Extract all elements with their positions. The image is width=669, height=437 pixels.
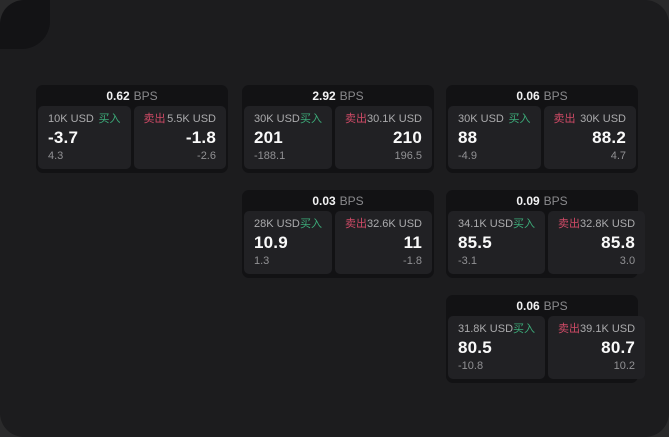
change-value: -1.8: [403, 255, 422, 267]
price-value: 88: [458, 128, 478, 147]
price-value: 88.2: [592, 128, 626, 147]
sell-tag: 卖出: [553, 113, 576, 125]
sell-panel[interactable]: 卖出 30K USD 88.2 4.7: [543, 106, 636, 169]
price-value: 80.5: [458, 338, 492, 357]
quote-card: 0.03 BPS 28K USD 买入 10.9 1.3 卖出 32.6K US…: [242, 190, 434, 278]
notional-label: 10K USD: [48, 113, 94, 125]
change-value: -3.1: [458, 255, 477, 267]
bps-value: 0.06: [516, 89, 540, 103]
change-value: 1.3: [254, 255, 270, 267]
sell-panel[interactable]: 卖出 32.6K USD 11 -1.8: [334, 211, 432, 274]
change-value: 4.3: [48, 150, 64, 162]
bps-unit-label: BPS: [543, 299, 568, 313]
buy-tag: 买入: [513, 218, 536, 230]
change-value: 4.7: [610, 150, 626, 162]
bps-unit-label: BPS: [543, 194, 568, 208]
change-value: -2.6: [197, 150, 216, 162]
price-value: 10.9: [254, 233, 288, 252]
notional-label: 30K USD: [580, 113, 626, 125]
bps-value: 2.92: [312, 89, 336, 103]
change-value: -4.9: [458, 150, 477, 162]
notional-label: 28K USD: [254, 218, 300, 230]
quote-card: 0.06 BPS 31.8K USD 买入 80.5 -10.8 卖出 39.1…: [446, 295, 646, 383]
bps-header: 0.06 BPS: [448, 87, 636, 106]
bps-header: 0.62 BPS: [38, 87, 226, 106]
price-value: -1.8: [185, 128, 216, 147]
sell-tag: 卖出: [558, 323, 581, 335]
notional-label: 30.1K USD: [366, 113, 422, 125]
sell-panel[interactable]: 卖出 32.8K USD 85.8 3.0: [548, 211, 646, 274]
quote-card: 0.09 BPS 34.1K USD 买入 85.5 -3.1 卖出 32.8K…: [446, 190, 646, 278]
change-value: 3.0: [619, 255, 636, 267]
sell-tag: 卖出: [344, 113, 367, 125]
bps-unit-label: BPS: [543, 89, 568, 103]
buy-tag: 买入: [98, 113, 121, 125]
bps-unit-label: BPS: [339, 89, 364, 103]
bps-header: 0.06 BPS: [448, 297, 636, 316]
bps-value: 0.62: [106, 89, 130, 103]
price-value: 85.8: [601, 233, 636, 252]
buy-tag: 买入: [508, 113, 531, 125]
sell-tag: 卖出: [143, 113, 166, 125]
change-value: -188.1: [254, 150, 286, 162]
price-value: 11: [403, 233, 422, 252]
buy-tag: 买入: [299, 218, 322, 230]
notional-label: 31.8K USD: [458, 323, 514, 335]
change-value: 196.5: [394, 150, 422, 162]
notional-label: 32.8K USD: [580, 218, 636, 230]
quote-card: 2.92 BPS 30K USD 买入 201 -188.1 卖出 30.1K …: [242, 85, 434, 173]
notional-label: 34.1K USD: [458, 218, 514, 230]
buy-panel[interactable]: 31.8K USD 买入 80.5 -10.8: [448, 316, 546, 379]
quote-card: 0.62 BPS 10K USD 买入 -3.7 4.3 卖出 5.5K USD…: [36, 85, 228, 173]
bps-header: 0.03 BPS: [244, 192, 432, 211]
quote-card: 0.06 BPS 30K USD 买入 88 -4.9 卖出 30K USD 8…: [446, 85, 638, 173]
bps-value: 0.09: [516, 194, 540, 208]
price-value: 85.5: [458, 233, 492, 252]
change-value: 10.2: [613, 360, 636, 372]
bps-unit-label: BPS: [133, 89, 158, 103]
sell-tag: 卖出: [344, 218, 367, 230]
price-value: -3.7: [48, 128, 79, 147]
change-value: -10.8: [458, 360, 484, 372]
notional-label: 32.6K USD: [366, 218, 422, 230]
price-value: 80.7: [601, 338, 636, 357]
buy-panel[interactable]: 10K USD 买入 -3.7 4.3: [38, 106, 131, 169]
buy-tag: 买入: [513, 323, 536, 335]
notional-label: 30K USD: [254, 113, 300, 125]
buy-panel[interactable]: 30K USD 买入 201 -188.1: [244, 106, 332, 169]
bps-value: 0.06: [516, 299, 540, 313]
price-value: 201: [254, 128, 283, 147]
bps-header: 2.92 BPS: [244, 87, 432, 106]
notional-label: 30K USD: [458, 113, 504, 125]
buy-tag: 买入: [299, 113, 322, 125]
buy-panel[interactable]: 28K USD 买入 10.9 1.3: [244, 211, 332, 274]
notional-label: 39.1K USD: [580, 323, 636, 335]
corner-logo-block: [0, 0, 50, 49]
sell-tag: 卖出: [558, 218, 581, 230]
notional-label: 5.5K USD: [167, 113, 216, 125]
sell-panel[interactable]: 卖出 5.5K USD -1.8 -2.6: [133, 106, 226, 169]
buy-panel[interactable]: 34.1K USD 买入 85.5 -3.1: [448, 211, 546, 274]
sell-panel[interactable]: 卖出 39.1K USD 80.7 10.2: [548, 316, 646, 379]
buy-panel[interactable]: 30K USD 买入 88 -4.9: [448, 106, 541, 169]
price-value: 210: [393, 128, 422, 147]
bps-unit-label: BPS: [339, 194, 364, 208]
sell-panel[interactable]: 卖出 30.1K USD 210 196.5: [334, 106, 432, 169]
bps-header: 0.09 BPS: [448, 192, 636, 211]
bps-value: 0.03: [312, 194, 336, 208]
